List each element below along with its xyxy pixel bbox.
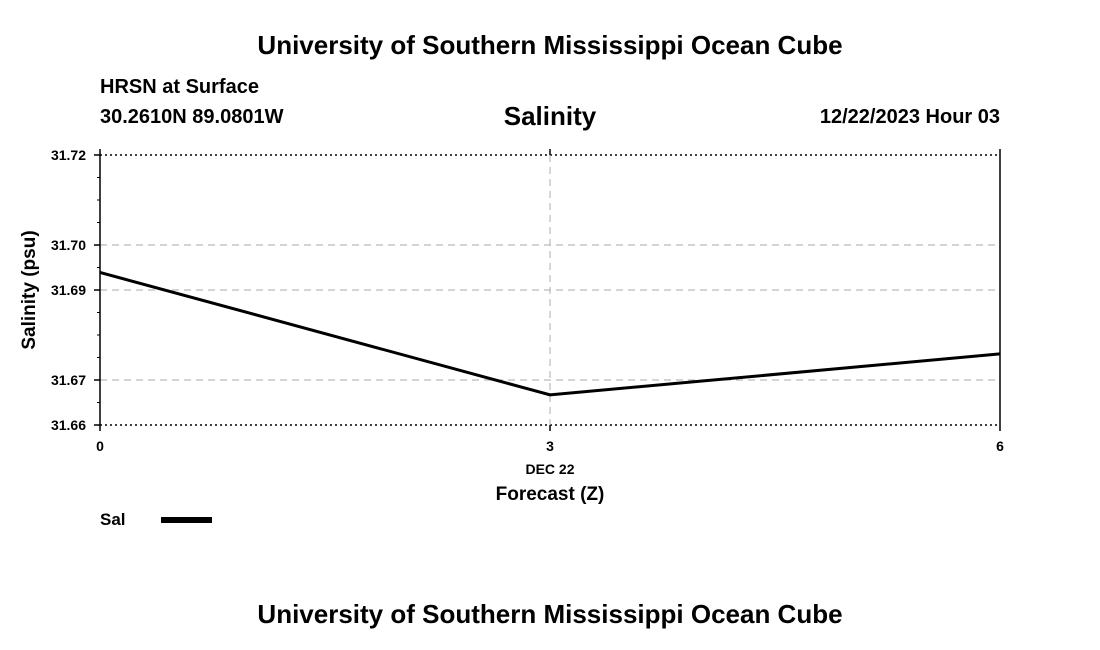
parameter-title: Salinity [503,101,597,131]
x-tick-label: 6 [996,438,1004,454]
y-tick-label: 31.72 [51,147,86,163]
axes [94,149,1001,431]
forecast-datetime: 12/22/2023 Hour 03 [819,106,1000,128]
y-tick-label: 31.66 [51,417,86,433]
series-group [99,271,1001,397]
legend-swatch [161,517,212,523]
y-tick-labels: 31.66 31.67 31.69 31.70 31.72 [51,147,86,433]
chart-title-bottom: University of Southern Mississippi Ocean… [257,599,843,629]
x-date-label: DEC 22 [525,461,574,477]
x-tick-labels: 0 3 6 [96,438,1004,454]
x-tick-label: 3 [546,438,554,454]
station-name: HRSN at Surface [100,76,259,98]
chart-title-top: University of Southern Mississippi Ocean… [257,30,843,60]
y-axis-title: Salinity (psu) [19,230,40,349]
y-tick-label: 31.67 [51,372,86,388]
series-line-sal [99,271,1001,397]
x-axis-title: Forecast (Z) [496,484,605,505]
grid-lines [100,154,1000,426]
x-tick-label: 0 [96,438,104,454]
y-tick-label: 31.69 [51,282,86,298]
y-tick-label: 31.70 [51,237,86,253]
legend-label: Sal [100,510,126,529]
station-coordinates: 30.2610N 89.0801W [100,106,284,128]
